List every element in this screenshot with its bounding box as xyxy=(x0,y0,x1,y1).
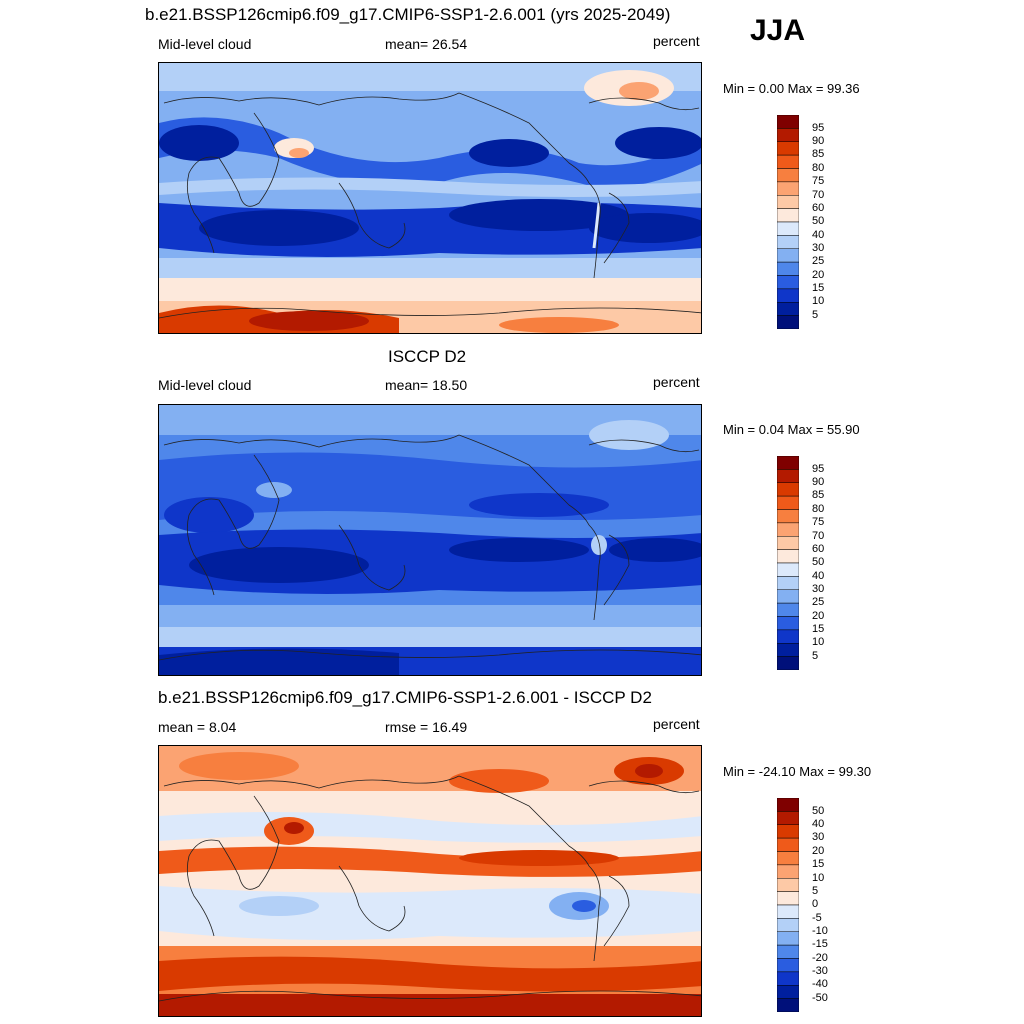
cbar-tick-label: 25 xyxy=(812,255,825,267)
cbar-tick-label: -30 xyxy=(812,965,828,977)
cbar-tick-label: -5 xyxy=(812,912,822,924)
panel3-title: b.e21.BSSP126cmip6.f09_g17.CMIP6-SSP1-2.… xyxy=(158,688,652,707)
cbar-tick-label: 70 xyxy=(812,530,825,542)
panel2-mean-label: mean= 18.50 xyxy=(385,377,468,393)
panel3-rmse-label: rmse = 16.49 xyxy=(385,719,468,735)
cbar-tick-label: 75 xyxy=(812,175,825,187)
cbar-tick-label: -50 xyxy=(812,992,828,1004)
cbar-tick-label: 0 xyxy=(812,898,819,910)
cbar-tick-label: 75 xyxy=(812,516,825,528)
panel3-map xyxy=(158,745,702,1017)
panel3-minmax: Min = -24.10 Max = 99.30 xyxy=(723,764,872,779)
cbar-tick-label: 25 xyxy=(812,596,825,608)
cbar-tick-label: 90 xyxy=(812,135,825,147)
cbar-tick-label: 85 xyxy=(812,489,825,501)
cbar-tick-label: 10 xyxy=(812,295,825,307)
cbar-tick-label: 50 xyxy=(812,215,825,227)
cbar-tick-label: 15 xyxy=(812,858,825,870)
cbar-tick-label: 95 xyxy=(812,463,825,475)
cbar-tick-label: 85 xyxy=(812,148,825,160)
panel1-mean-label: mean= 26.54 xyxy=(385,36,468,52)
cbar-tick-label: 40 xyxy=(812,818,825,830)
cbar-tick-label: 95 xyxy=(812,122,825,134)
cbar-tick-label: 15 xyxy=(812,282,825,294)
panel2-minmax: Min = 0.04 Max = 55.90 xyxy=(723,422,860,437)
panel2-title: ISCCP D2 xyxy=(388,347,467,366)
cbar-tick-label: 90 xyxy=(812,476,825,488)
panel1-title: b.e21.BSSP126cmip6.f09_g17.CMIP6-SSP1-2.… xyxy=(145,5,671,24)
cbar-tick-label: 50 xyxy=(812,556,825,568)
season-label: JJA xyxy=(750,14,806,47)
panel2-colorbar xyxy=(777,456,799,670)
cbar-tick-label: 40 xyxy=(812,229,825,241)
cbar-tick-label: -15 xyxy=(812,938,828,950)
cbar-tick-label: 20 xyxy=(812,269,825,281)
cbar-tick-label: 70 xyxy=(812,189,825,201)
cbar-tick-label: 60 xyxy=(812,202,825,214)
panel1-colorbar xyxy=(777,115,799,329)
cbar-tick-label: 5 xyxy=(812,885,819,897)
panel3-units-label: percent xyxy=(653,716,700,732)
cbar-tick-label: 80 xyxy=(812,162,825,174)
panel3-mean-label: mean = 8.04 xyxy=(158,719,237,735)
panel1-variable-label: Mid-level cloud xyxy=(158,36,252,52)
panel1-map xyxy=(158,62,702,334)
cbar-tick-label: 20 xyxy=(812,610,825,622)
cbar-tick-label: 50 xyxy=(812,805,825,817)
cbar-tick-label: 60 xyxy=(812,543,825,555)
cbar-tick-label: -40 xyxy=(812,978,828,990)
cbar-tick-label: -10 xyxy=(812,925,828,937)
cbar-tick-label: 40 xyxy=(812,570,825,582)
panel2-variable-label: Mid-level cloud xyxy=(158,377,252,393)
cbar-tick-label: 5 xyxy=(812,650,819,662)
panel3-colorbar xyxy=(777,798,799,1012)
cbar-tick-label: 30 xyxy=(812,583,825,595)
cbar-tick-label: 5 xyxy=(812,309,819,321)
panel2-units-label: percent xyxy=(653,374,700,390)
cbar-tick-label: -20 xyxy=(812,952,828,964)
panel2-map xyxy=(158,404,702,676)
cbar-tick-label: 30 xyxy=(812,831,825,843)
panel1-units-label: percent xyxy=(653,33,700,49)
cbar-tick-label: 80 xyxy=(812,503,825,515)
cbar-tick-label: 10 xyxy=(812,872,825,884)
panel1-minmax: Min = 0.00 Max = 99.36 xyxy=(723,81,860,96)
cbar-tick-label: 20 xyxy=(812,845,825,857)
cbar-tick-label: 10 xyxy=(812,636,825,648)
cbar-tick-label: 15 xyxy=(812,623,825,635)
cbar-tick-label: 30 xyxy=(812,242,825,254)
